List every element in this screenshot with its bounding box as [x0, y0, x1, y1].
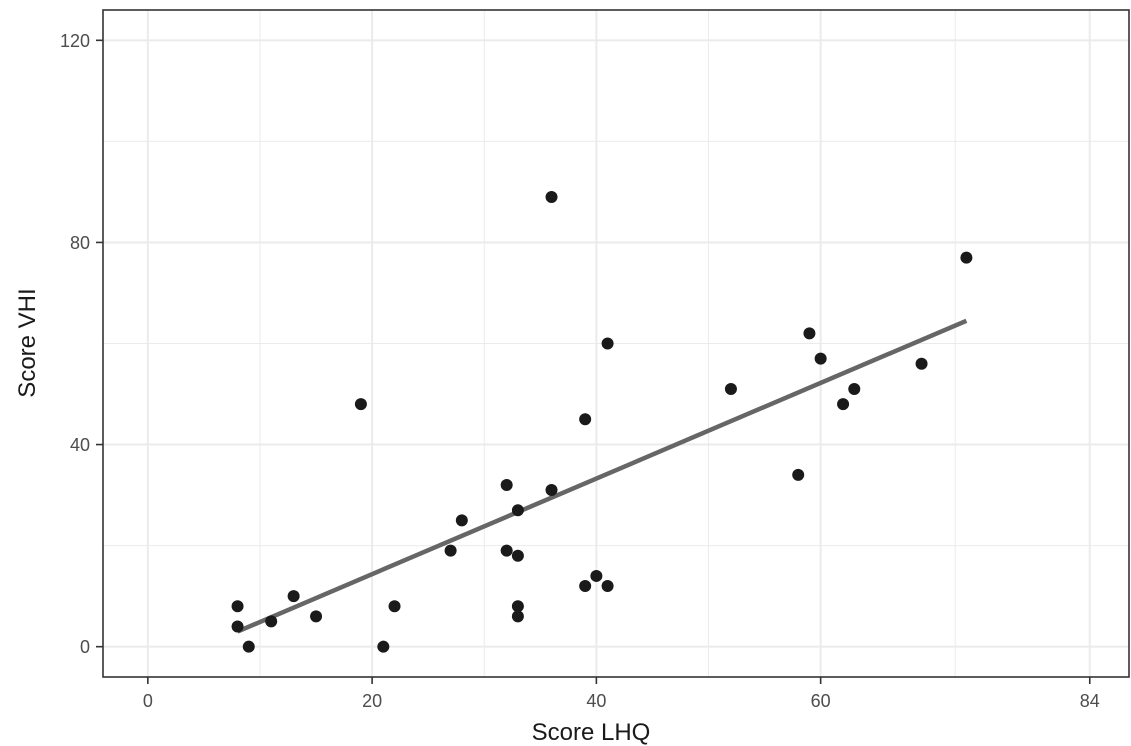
- data-point: [455, 514, 468, 527]
- y-axis-ticks: 0 40 80 120: [60, 31, 103, 657]
- data-point: [287, 590, 300, 603]
- data-point: [792, 468, 805, 481]
- data-point: [590, 569, 603, 582]
- major-gridlines: [103, 10, 1129, 677]
- data-point: [500, 478, 513, 491]
- data-point: [444, 544, 457, 557]
- x-tick-label: 84: [1080, 691, 1100, 711]
- regression-line: [236, 318, 968, 634]
- data-point: [848, 382, 861, 395]
- minor-gridlines: [103, 10, 1129, 677]
- data-point: [803, 327, 816, 340]
- data-point: [601, 580, 614, 593]
- data-point: [915, 357, 928, 370]
- data-point: [545, 484, 558, 497]
- data-point: [814, 352, 827, 365]
- data-point: [242, 640, 255, 653]
- data-point: [545, 190, 558, 203]
- data-point: [377, 640, 390, 653]
- data-point: [724, 382, 737, 395]
- data-point: [310, 610, 323, 623]
- x-tick-label: 20: [362, 691, 382, 711]
- x-axis-title: Score LHQ: [532, 719, 651, 746]
- x-tick-label: 0: [143, 691, 153, 711]
- y-tick-label: 40: [70, 435, 90, 455]
- data-point: [354, 398, 367, 411]
- y-axis-title: Score VHI: [14, 288, 41, 397]
- data-point: [500, 544, 513, 557]
- plot-frame: [102, 9, 1130, 678]
- data-point: [601, 337, 614, 350]
- data-point: [388, 600, 401, 613]
- data-point: [960, 251, 973, 264]
- data-point: [511, 549, 524, 562]
- x-tick-label: 60: [811, 691, 831, 711]
- trend-line-layer: [236, 318, 968, 634]
- data-point: [265, 615, 278, 628]
- x-tick-label: 40: [586, 691, 606, 711]
- data-point: [837, 398, 850, 411]
- y-tick-label: 120: [60, 31, 90, 51]
- data-points: [231, 190, 973, 653]
- data-point: [511, 504, 524, 517]
- data-point: [579, 580, 592, 593]
- x-axis-ticks: 0 20 40 60 84: [143, 677, 1100, 711]
- y-tick-label: 0: [80, 637, 90, 657]
- data-point: [231, 620, 244, 633]
- data-point: [511, 610, 524, 623]
- y-tick-label: 80: [70, 233, 90, 253]
- data-point: [231, 600, 244, 613]
- data-point: [511, 600, 524, 613]
- data-point: [579, 413, 592, 426]
